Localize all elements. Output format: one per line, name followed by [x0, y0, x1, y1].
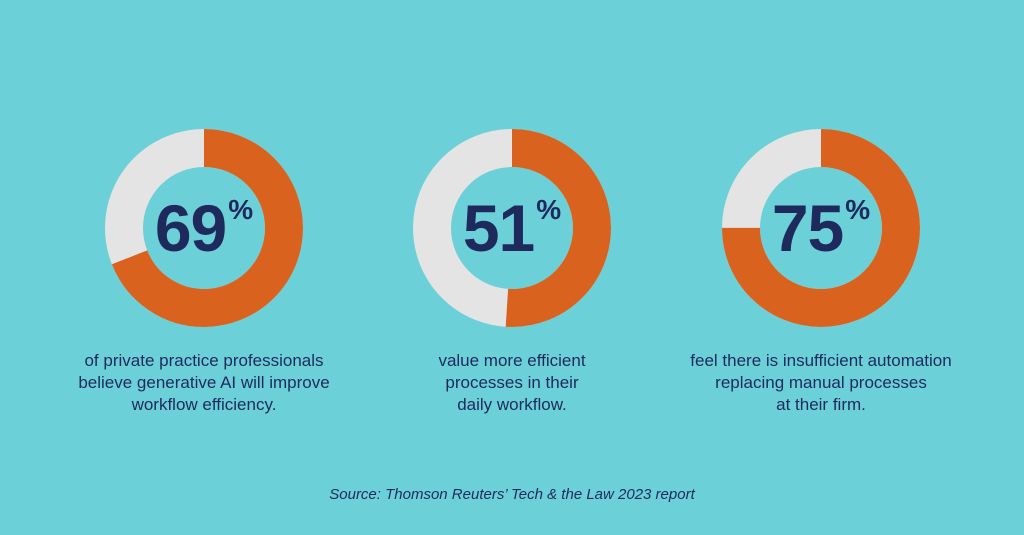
caption-line: value more efficient: [438, 351, 586, 370]
caption-line: feel there is insufficient automation: [690, 351, 952, 370]
caption-line: believe generative AI will improve: [78, 373, 330, 392]
stat-number-3: 75: [771, 191, 844, 265]
caption-line: at their firm.: [776, 395, 866, 414]
donut-slice-value: [413, 129, 611, 327]
caption-line: of private practice professionals: [84, 351, 324, 370]
donut-svg: [105, 129, 303, 327]
caption-line: workflow efficiency.: [131, 395, 277, 414]
stat-caption-3: feel there is insufficient automation re…: [661, 350, 981, 416]
stat-card-1: 69% of private practice professionals be…: [44, 128, 364, 416]
stat-unit-3: %: [845, 194, 871, 225]
donut-chart-3: [721, 128, 921, 328]
stat-value-3: 75%: [721, 128, 921, 328]
donut-slice-value: [105, 129, 303, 327]
donut-slice-value: [722, 129, 920, 327]
stat-number-2: 51: [462, 191, 535, 265]
stat-caption-1: of private practice professionals believ…: [44, 350, 364, 416]
donut-chart-1: [104, 128, 304, 328]
stat-unit-2: %: [536, 194, 562, 225]
caption-line: processes in their: [445, 373, 579, 392]
stat-card-3: 75% feel there is insufficient automatio…: [661, 128, 981, 416]
donut-chart-2: [412, 128, 612, 328]
source-note: Source: Thomson Reuters’ Tech & the Law …: [329, 486, 695, 503]
donut-svg: [722, 129, 920, 327]
donut-svg: [413, 129, 611, 327]
stat-value-2: 51%: [412, 128, 612, 328]
stat-caption-2: value more efficient processes in their …: [352, 350, 672, 416]
caption-line: replacing manual processes: [715, 373, 927, 392]
stat-unit-1: %: [228, 194, 254, 225]
stat-value-1: 69%: [104, 128, 304, 328]
stat-card-2: 51% value more efficient processes in th…: [352, 128, 672, 416]
stat-number-1: 69: [154, 191, 227, 265]
caption-line: daily workflow.: [457, 395, 567, 414]
